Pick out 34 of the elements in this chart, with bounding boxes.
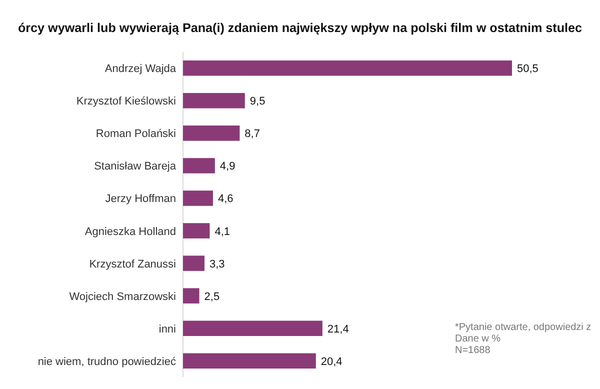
annotation: *Pytanie otwarte, odpowiedzi z	[455, 322, 592, 333]
data-label: 9,5	[250, 96, 266, 108]
bar	[183, 320, 322, 336]
data-label: 4,6	[218, 193, 234, 206]
y-tick-label: Stanisław Bareja	[94, 160, 177, 173]
data-label: 4,1	[214, 226, 230, 238]
y-tick-label: nie wiem, trudno powiedzieć	[38, 356, 176, 368]
bar	[183, 158, 215, 174]
y-tick-label: Andrzej Wajda	[104, 63, 177, 76]
y-tick-label: Agnieszka Holland	[84, 226, 176, 238]
bar	[183, 190, 213, 206]
bar	[183, 92, 245, 108]
y-tick-label: Krzysztof Zanussi	[89, 258, 176, 270]
data-label: 4,9	[220, 160, 236, 173]
y-tick-label: Wojciech Smarzowski	[69, 290, 176, 303]
annotation: N=1688	[455, 345, 491, 356]
bar	[183, 126, 240, 141]
chart-title: órcy wywarli lub wywierają Pana(i) zdaniem największy wpływ na polski film w ostatnim stulec	[18, 21, 582, 35]
data-label: 3,3	[210, 258, 225, 270]
data-label: 21,4	[327, 323, 349, 336]
y-tick-label: inni	[158, 323, 176, 336]
data-label: 20,4	[320, 356, 342, 368]
y-tick-label: Jerzy Hoffman	[105, 193, 176, 206]
data-label: 2,5	[204, 290, 220, 303]
bar	[183, 256, 204, 271]
bar	[183, 353, 316, 369]
bar	[183, 223, 210, 238]
annotation: Dane w %	[455, 334, 501, 344]
data-label: 8,7	[244, 128, 260, 140]
data-label: 50,5	[517, 63, 538, 76]
bar	[183, 60, 512, 76]
bar	[183, 288, 200, 304]
y-tick-label: Roman Polański	[96, 128, 176, 140]
y-tick-label: Krzysztof Kieślowski	[76, 96, 176, 108]
